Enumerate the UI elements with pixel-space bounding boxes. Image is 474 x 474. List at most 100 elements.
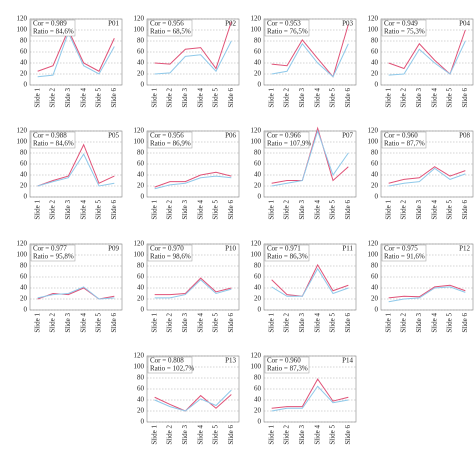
x-tick-label: Slide 2 bbox=[400, 88, 408, 108]
ratio-label: Ratio = 95,8% bbox=[33, 253, 74, 261]
x-tick-label: Slide 4 bbox=[313, 313, 321, 333]
x-tick-label: Slide 4 bbox=[196, 88, 204, 108]
x-tick-label: Slide 2 bbox=[283, 200, 291, 220]
x-tick-label: Slide 6 bbox=[110, 88, 118, 108]
y-tick-label: 20 bbox=[20, 295, 28, 303]
y-tick-label: 80 bbox=[254, 262, 262, 270]
x-tick-label: Slide 4 bbox=[430, 88, 438, 108]
plot-frame bbox=[29, 18, 123, 86]
y-tick-label: 0 bbox=[141, 306, 145, 314]
y-tick-label: 0 bbox=[141, 81, 145, 89]
y-tick-label: 0 bbox=[258, 418, 262, 426]
panel-label: P05 bbox=[108, 132, 119, 140]
y-tick-label: 0 bbox=[258, 193, 262, 201]
panel-label: P02 bbox=[225, 20, 236, 28]
y-tick-label: 60 bbox=[371, 160, 379, 168]
plot-frame bbox=[263, 18, 357, 86]
y-tick-label: 60 bbox=[137, 48, 145, 56]
x-tick-label: Slide 5 bbox=[446, 88, 454, 108]
y-tick-label: 60 bbox=[254, 160, 262, 168]
cor-label: Cor = 0.808 bbox=[150, 357, 184, 365]
cor-label: Cor = 0.977 bbox=[33, 245, 67, 253]
y-tick-label: 80 bbox=[137, 37, 145, 45]
series-line bbox=[388, 286, 466, 303]
y-tick-label: 60 bbox=[371, 48, 379, 56]
x-tick-label: Slide 3 bbox=[298, 88, 306, 108]
x-tick-label: Slide 1 bbox=[33, 88, 41, 108]
y-tick-label: 120 bbox=[251, 127, 262, 135]
cor-label: Cor = 0.975 bbox=[384, 245, 418, 253]
plot-frame bbox=[380, 18, 474, 86]
x-tick-label: Slide 3 bbox=[181, 425, 189, 445]
y-tick-label: 100 bbox=[251, 26, 262, 34]
series-line bbox=[154, 21, 232, 70]
x-tick-label: Slide 2 bbox=[283, 425, 291, 445]
x-tick-label: Slide 1 bbox=[384, 200, 392, 220]
y-tick-label: 100 bbox=[251, 138, 262, 146]
annotation-box bbox=[381, 131, 427, 149]
y-tick-label: 40 bbox=[137, 284, 145, 292]
x-tick-label: Slide 4 bbox=[79, 200, 87, 220]
x-tick-label: Slide 6 bbox=[344, 313, 352, 333]
series-line bbox=[154, 394, 232, 412]
series-line bbox=[154, 279, 232, 299]
series-line bbox=[271, 42, 349, 78]
y-tick-label: 60 bbox=[371, 273, 379, 281]
x-tick-label: Slide 4 bbox=[430, 200, 438, 220]
x-tick-label: Slide 1 bbox=[267, 200, 275, 220]
ratio-label: Ratio = 86,9% bbox=[150, 140, 191, 148]
annotation-box bbox=[264, 131, 310, 149]
series-line bbox=[154, 40, 232, 75]
y-tick-label: 0 bbox=[375, 193, 379, 201]
series-line bbox=[37, 153, 115, 187]
y-tick-label: 120 bbox=[368, 240, 379, 248]
y-tick-label: 100 bbox=[251, 251, 262, 259]
x-tick-label: Slide 4 bbox=[313, 425, 321, 445]
y-tick-label: 120 bbox=[17, 15, 28, 23]
y-tick-label: 20 bbox=[371, 295, 379, 303]
series-line bbox=[37, 286, 115, 300]
ratio-label: Ratio = 84,6% bbox=[33, 140, 74, 148]
annotation-box bbox=[30, 131, 76, 149]
y-tick-label: 40 bbox=[20, 171, 28, 179]
series-line bbox=[37, 31, 115, 78]
x-tick-label: Slide 4 bbox=[79, 88, 87, 108]
y-tick-label: 100 bbox=[17, 251, 28, 259]
x-tick-label: Slide 1 bbox=[267, 313, 275, 333]
y-tick-label: 0 bbox=[24, 193, 28, 201]
y-tick-label: 0 bbox=[141, 418, 145, 426]
x-tick-label: Slide 5 bbox=[329, 88, 337, 108]
panel-label: P14 bbox=[342, 357, 353, 365]
y-tick-label: 40 bbox=[254, 59, 262, 67]
cor-label: Cor = 0.989 bbox=[33, 20, 67, 28]
y-tick-label: 40 bbox=[371, 59, 379, 67]
series-line bbox=[154, 389, 232, 412]
x-tick-label: Slide 5 bbox=[95, 88, 103, 108]
x-tick-label: Slide 6 bbox=[110, 313, 118, 333]
y-tick-label: 20 bbox=[20, 70, 28, 78]
panel-label: P10 bbox=[225, 245, 236, 253]
y-tick-label: 60 bbox=[254, 273, 262, 281]
x-tick-label: Slide 2 bbox=[166, 88, 174, 108]
series-line bbox=[388, 284, 466, 299]
y-tick-label: 20 bbox=[137, 295, 145, 303]
panel-label: P03 bbox=[342, 20, 353, 28]
y-tick-label: 80 bbox=[137, 374, 145, 382]
plot-frame bbox=[380, 243, 474, 311]
cor-label: Cor = 0.960 bbox=[384, 132, 418, 140]
y-tick-label: 60 bbox=[20, 273, 28, 281]
series-line bbox=[154, 175, 232, 190]
x-tick-label: Slide 2 bbox=[49, 313, 57, 333]
annotation-box bbox=[30, 19, 76, 37]
series-line bbox=[271, 378, 349, 409]
y-tick-label: 60 bbox=[137, 273, 145, 281]
x-tick-label: Slide 6 bbox=[110, 200, 118, 220]
y-tick-label: 100 bbox=[134, 138, 145, 146]
x-tick-label: Slide 6 bbox=[344, 425, 352, 445]
y-tick-label: 120 bbox=[134, 127, 145, 135]
x-tick-label: Slide 1 bbox=[267, 88, 275, 108]
y-tick-label: 40 bbox=[371, 284, 379, 292]
ratio-label: Ratio = 75,3% bbox=[384, 28, 425, 36]
y-tick-label: 100 bbox=[17, 138, 28, 146]
y-tick-label: 20 bbox=[254, 182, 262, 190]
